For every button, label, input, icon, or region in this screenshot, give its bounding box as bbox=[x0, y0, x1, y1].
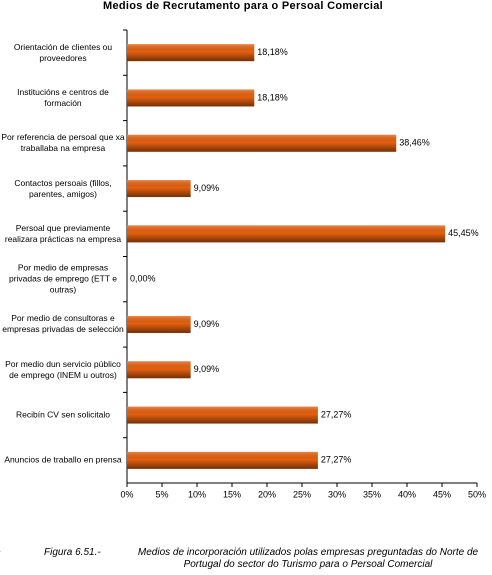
value-label: 27,27% bbox=[321, 455, 352, 465]
y-tick-label: Por referencia de persoal que xa traball… bbox=[1, 132, 125, 154]
x-tick-label: 5% bbox=[155, 489, 168, 499]
y-tick-label: Por medio dun servicio público de empreg… bbox=[5, 358, 121, 380]
y-tick-label: Recibín CV sen solicitalo bbox=[15, 409, 110, 420]
value-label: 18,18% bbox=[257, 47, 288, 57]
x-tick-label: 35% bbox=[363, 489, 381, 499]
bar-shade bbox=[127, 451, 318, 469]
bar-shade bbox=[127, 361, 191, 379]
y-tick-label: Contactos persoais (fillos, parentes, am… bbox=[14, 177, 112, 199]
y-tick-label: Por medio de empresas privadas de empreg… bbox=[8, 262, 118, 295]
value-label: 27,27% bbox=[321, 409, 352, 419]
caption-text: Medios de incorporación utilizados polas… bbox=[137, 547, 479, 570]
value-label: 18,18% bbox=[257, 92, 288, 102]
x-tick-label: 15% bbox=[223, 489, 241, 499]
value-label: 9,09% bbox=[194, 364, 220, 374]
chart-title: Medios de Recrutamento para o Persoal Co… bbox=[103, 0, 383, 12]
y-tick-label: Por medio de consultoras e empresas priv… bbox=[2, 313, 124, 335]
value-label: 0,00% bbox=[130, 274, 156, 284]
y-tick-label: Persoal que previamente realizara prácti… bbox=[4, 222, 122, 244]
x-tick-label: 10% bbox=[188, 489, 206, 499]
x-tick-label: 30% bbox=[328, 489, 346, 499]
y-tick-label: Institucións e centros de formación bbox=[17, 86, 109, 108]
x-tick-label: 45% bbox=[433, 489, 451, 499]
value-label: 45,45% bbox=[448, 228, 479, 238]
x-tick-label: 40% bbox=[398, 489, 416, 499]
x-tick-label: 25% bbox=[293, 489, 311, 499]
bar-shade bbox=[127, 180, 191, 198]
bar-shade bbox=[127, 315, 191, 333]
bar-shade bbox=[127, 89, 255, 107]
bar-shade bbox=[127, 134, 397, 152]
x-tick-label: 50% bbox=[468, 489, 486, 499]
bar-shade bbox=[127, 44, 255, 62]
bar-shade bbox=[127, 225, 446, 243]
y-tick-label: Orientación de clientes ou proveedores bbox=[13, 41, 113, 63]
x-tick-label: 0% bbox=[120, 489, 133, 499]
y-tick-label: Anuncios de traballo en prensa bbox=[4, 454, 122, 465]
value-label: 38,46% bbox=[399, 138, 430, 148]
value-label: 9,09% bbox=[194, 183, 220, 193]
caption-fragment: e bbox=[0, 547, 1, 559]
caption-label: Figura 6.51.- bbox=[44, 547, 101, 558]
x-tick-label: 20% bbox=[258, 489, 276, 499]
bar-shade bbox=[127, 406, 318, 424]
value-label: 9,09% bbox=[194, 319, 220, 329]
